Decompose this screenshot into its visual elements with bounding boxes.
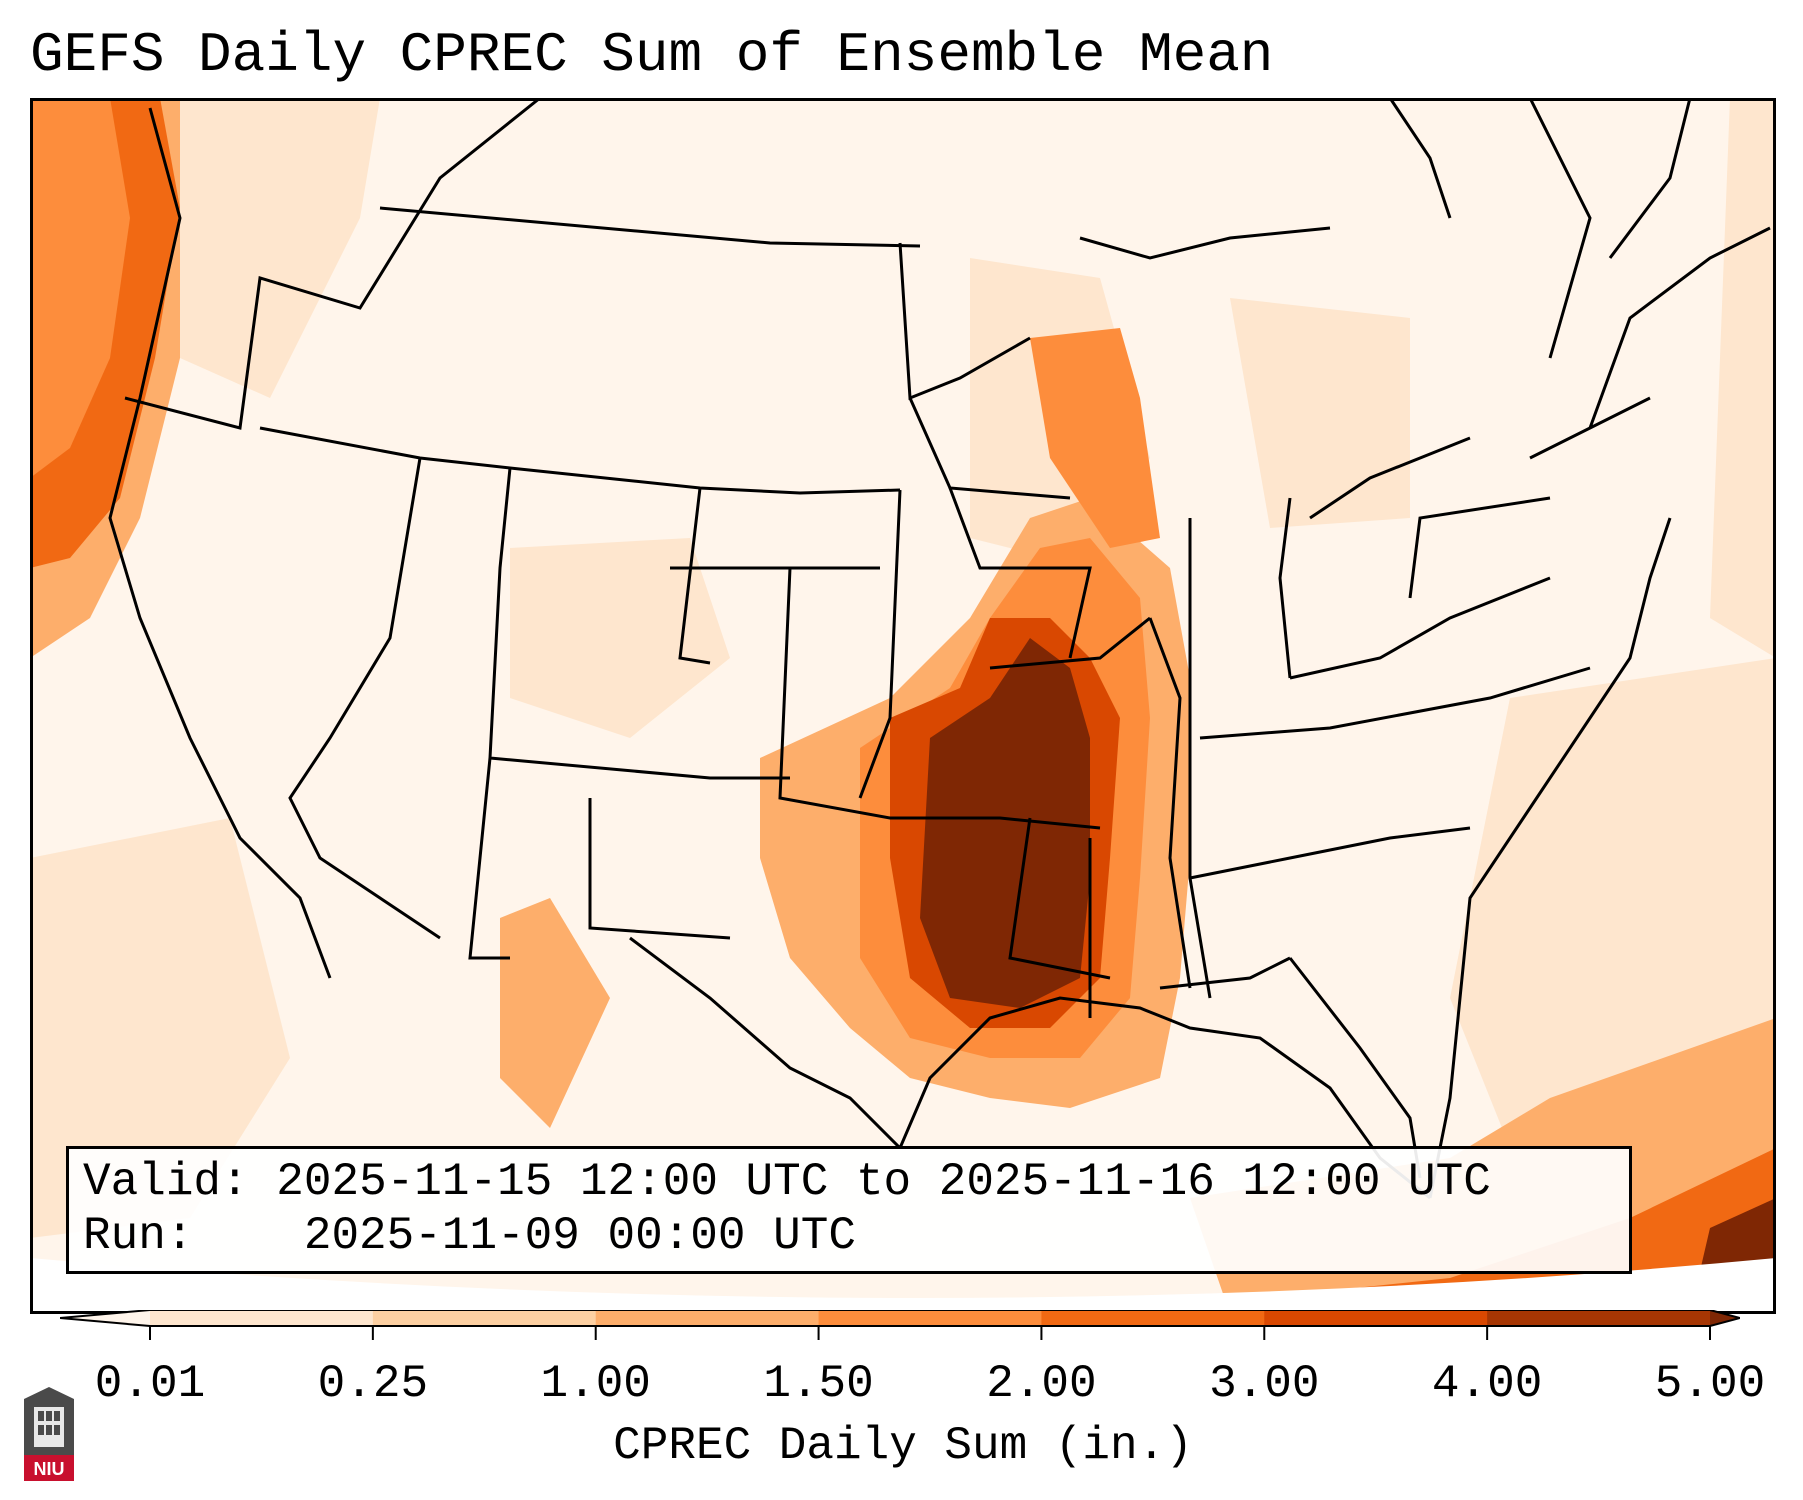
colorbar-tick-label: 0.01	[94, 1358, 206, 1410]
colorbar-segment	[595, 1310, 820, 1326]
precipitation-map	[30, 98, 1776, 1314]
colorbar-outline	[60, 1310, 1740, 1327]
colorbar-extend-high	[1710, 1310, 1740, 1326]
colorbar-label: CPREC Daily Sum (in.)	[613, 1420, 1193, 1472]
colorbar-extend-low	[60, 1310, 150, 1326]
colorbar-ticks	[149, 1326, 1711, 1340]
info-box: Valid: 2025-11-15 12:00 UTC to 2025-11-1…	[66, 1146, 1632, 1274]
colorbar-tick-label: 0.25	[317, 1358, 429, 1410]
valid-label: Valid:	[83, 1156, 249, 1208]
colorbar-segment	[818, 1310, 1042, 1326]
run-line: Run: 2025-11-09 00:00 UTC	[83, 1209, 856, 1263]
logo-text: NIU	[34, 1459, 65, 1479]
colorbar-segment	[372, 1310, 597, 1326]
logo-band	[24, 1455, 74, 1481]
colorbar-segment	[1264, 1310, 1488, 1326]
map-canvas	[30, 98, 1776, 1314]
colorbar-tick-label: 3.00	[1209, 1358, 1320, 1410]
run-value: 2025-11-09 00:00 UTC	[303, 1210, 856, 1262]
colorbar-tick-label: 1.00	[540, 1358, 651, 1410]
run-label: Run:	[83, 1210, 194, 1262]
colorbar-segment	[1041, 1310, 1265, 1326]
colorbar-tick-label: 4.00	[1431, 1358, 1543, 1410]
valid-value: 2025-11-15 12:00 UTC to 2025-11-16 12:00…	[276, 1156, 1491, 1208]
colorbar-segment	[150, 1310, 374, 1326]
colorbar-segment	[1487, 1310, 1711, 1326]
colorbar-segments	[60, 1310, 1740, 1326]
colorbar-tick-label: 1.50	[763, 1358, 874, 1410]
state-borders	[108, 98, 1771, 1179]
domain-edge	[30, 1258, 1776, 1314]
colorbar-tick-label: 5.00	[1654, 1358, 1766, 1410]
niu-logo: NIU	[24, 1387, 74, 1481]
colorbar-tick-label: 2.00	[986, 1358, 1097, 1410]
valid-line: Valid: 2025-11-15 12:00 UTC to 2025-11-1…	[83, 1155, 1491, 1209]
map-title: GEFS Daily CPREC Sum of Ensemble Mean	[30, 23, 1274, 87]
colorbar	[60, 1310, 1740, 1340]
coastline	[629, 517, 1672, 1200]
